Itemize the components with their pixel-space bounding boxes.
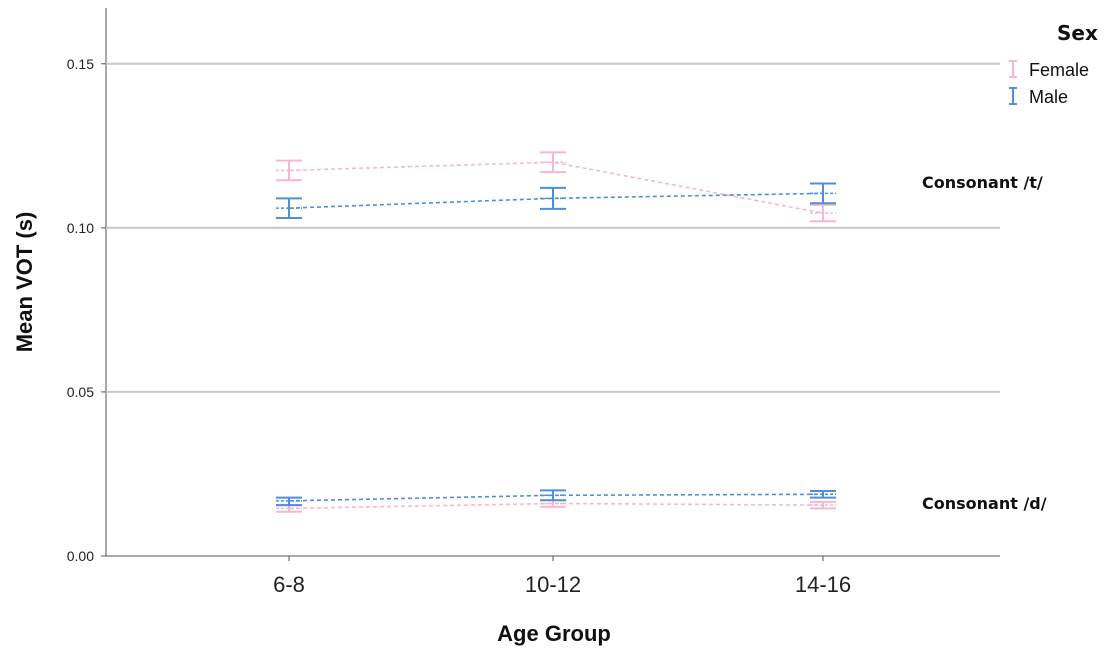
error-bar: [810, 182, 836, 205]
error-bar: [276, 159, 302, 182]
y-tick-label: 0.05: [67, 384, 94, 400]
error-bar: [276, 197, 302, 220]
series-line: [288, 192, 824, 209]
data-marks: [276, 151, 836, 513]
error-bar: [276, 496, 302, 507]
error-bar: [810, 203, 836, 223]
gridlines: [106, 62, 1000, 393]
y-axis-title: Mean VOT (s): [12, 212, 37, 353]
legend-entry: Female: [1009, 60, 1089, 80]
error-bar: [540, 489, 566, 502]
y-tick-label: 0.10: [67, 220, 94, 236]
x-tick-labels: 6-8 10-12 14-16: [273, 556, 851, 597]
y-tick-label: 0.15: [67, 56, 94, 72]
error-bar: [540, 186, 566, 210]
x-tick-label: 10-12: [525, 572, 581, 597]
error-bar: [540, 151, 566, 174]
y-tick-label: 0.00: [67, 548, 94, 564]
panel-label: Consonant /d/: [922, 494, 1047, 513]
panel-label: Consonant /t/: [922, 173, 1043, 192]
x-axis-title: Age Group: [497, 621, 611, 646]
legend: Sex Female Male: [1009, 21, 1098, 107]
legend-entry: Male: [1009, 87, 1068, 107]
x-tick-label: 14-16: [795, 572, 851, 597]
y-tick-labels: 0.00 0.05 0.10 0.15: [67, 56, 106, 564]
legend-label: Male: [1029, 87, 1068, 107]
legend-title: Sex: [1057, 21, 1098, 45]
error-bar: [810, 490, 836, 499]
x-tick-label: 6-8: [273, 572, 305, 597]
error-bar: [810, 500, 836, 510]
panel-labels: Consonant /t/Consonant /d/: [922, 173, 1047, 513]
series-line: [288, 493, 824, 502]
series-line: [288, 502, 824, 510]
legend-label: Female: [1029, 60, 1089, 80]
